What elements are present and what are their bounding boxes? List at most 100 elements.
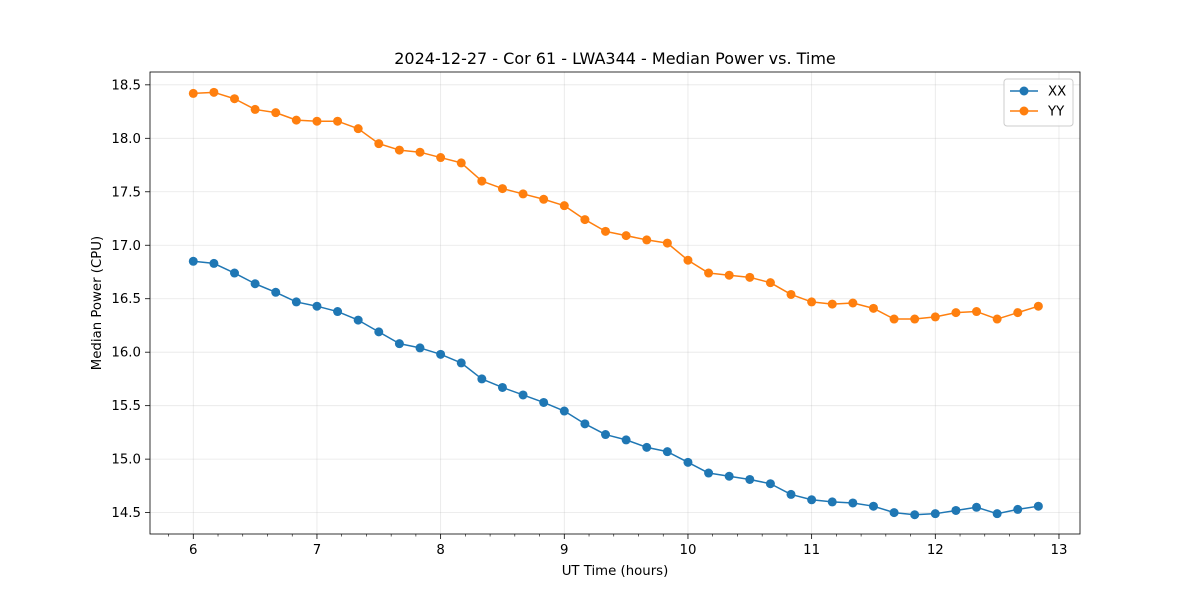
data-point-xx (601, 430, 611, 440)
y-tick-label: 15.0 (111, 453, 141, 468)
series-yy (188, 87, 1043, 324)
legend-marker-xx (1019, 86, 1029, 96)
data-point-yy (394, 145, 404, 155)
data-point-yy (807, 297, 817, 307)
data-point-yy (868, 303, 878, 313)
data-point-yy (353, 124, 363, 134)
data-point-yy (848, 298, 858, 308)
data-point-yy (889, 314, 899, 324)
data-point-xx (786, 489, 796, 499)
data-point-yy (910, 314, 920, 324)
data-point-yy (477, 176, 487, 186)
data-point-xx (662, 447, 672, 457)
data-point-yy (497, 184, 507, 194)
data-point-xx (724, 471, 734, 481)
data-point-xx (497, 382, 507, 392)
data-point-xx (889, 508, 899, 518)
x-tick-label: 13 (1051, 543, 1068, 558)
data-point-yy (930, 312, 940, 322)
data-point-yy (1013, 308, 1023, 318)
x-tick-label: 8 (436, 543, 444, 558)
y-tick-label: 16.0 (111, 346, 141, 361)
legend-marker-yy (1019, 106, 1029, 116)
tick-layer: 6 7 8 9 10 11 12 13 14.5 15.0 15.5 16.0 16.5 17.0 17.5… (111, 78, 1067, 558)
data-point-xx (992, 509, 1002, 519)
data-point-xx (374, 327, 384, 337)
x-tick-label: 7 (313, 543, 321, 558)
data-point-xx (683, 457, 693, 467)
legend-label-xx: XX (1048, 85, 1066, 100)
data-point-xx (312, 301, 322, 311)
data-point-yy (786, 289, 796, 299)
data-point-yy (250, 104, 260, 114)
data-point-yy (765, 278, 775, 288)
data-point-yy (827, 299, 837, 309)
data-point-yy (188, 88, 198, 98)
data-point-xx (250, 279, 260, 289)
y-tick-label: 17.0 (111, 239, 141, 254)
legend-entry-xx: XX (1010, 85, 1066, 100)
data-point-xx (827, 497, 837, 507)
x-axis-label: UT Time (hours) (562, 564, 669, 579)
data-point-yy (209, 87, 219, 97)
data-point-xx (848, 498, 858, 508)
data-point-xx (910, 510, 920, 520)
data-point-xx (559, 406, 569, 416)
y-tick-label: 15.5 (111, 399, 141, 414)
data-point-yy (312, 116, 322, 126)
data-point-yy (415, 147, 425, 157)
y-axis-label: Median Power (CPU) (90, 236, 105, 370)
data-point-yy (704, 268, 714, 278)
legend-entry-yy: YY (1010, 105, 1065, 120)
data-point-xx (477, 374, 487, 384)
plot-frame (149, 71, 1081, 535)
data-point-yy (559, 201, 569, 211)
data-point-xx (333, 307, 343, 317)
data-point-yy (436, 153, 446, 163)
series-layer (188, 87, 1043, 520)
legend: XX YY (1003, 78, 1074, 127)
series-xx (188, 256, 1043, 520)
data-point-xx (291, 297, 301, 307)
data-point-xx (972, 502, 982, 512)
data-point-yy (271, 108, 281, 118)
y-tick-label: 18.5 (111, 78, 141, 93)
data-point-xx (415, 343, 425, 353)
data-point-xx (1033, 501, 1043, 511)
data-point-yy (333, 116, 343, 126)
y-tick-label: 17.5 (111, 185, 141, 200)
data-point-yy (642, 235, 652, 245)
chart-title: 2024-12-27 - Cor 61 - LWA344 - Median Po… (394, 49, 836, 68)
data-point-xx (188, 256, 198, 266)
data-point-yy (291, 115, 301, 125)
data-point-yy (230, 94, 240, 104)
data-point-xx (230, 268, 240, 278)
data-point-xx (807, 495, 817, 505)
y-tick-label: 18.0 (111, 132, 141, 147)
data-point-yy (518, 189, 528, 199)
data-point-xx (621, 435, 631, 445)
data-point-yy (951, 308, 961, 318)
data-point-xx (745, 474, 755, 484)
data-point-yy (972, 307, 982, 317)
data-point-xx (456, 358, 466, 368)
data-point-xx (765, 479, 775, 489)
data-point-yy (724, 270, 734, 280)
x-tick-label: 6 (189, 543, 197, 558)
data-point-xx (518, 390, 528, 400)
data-point-yy (621, 231, 631, 241)
data-point-xx (704, 468, 714, 478)
y-tick-label: 16.5 (111, 292, 141, 307)
y-tick-label: 14.5 (111, 506, 141, 521)
data-point-xx (353, 315, 363, 325)
data-point-yy (745, 272, 755, 282)
x-tick-label: 10 (680, 543, 697, 558)
data-point-xx (209, 258, 219, 268)
legend-label-yy: YY (1047, 105, 1065, 120)
x-tick-label: 12 (927, 543, 944, 558)
x-tick-label: 9 (560, 543, 568, 558)
data-point-yy (683, 255, 693, 265)
data-point-yy (539, 194, 549, 204)
data-point-yy (1033, 301, 1043, 311)
